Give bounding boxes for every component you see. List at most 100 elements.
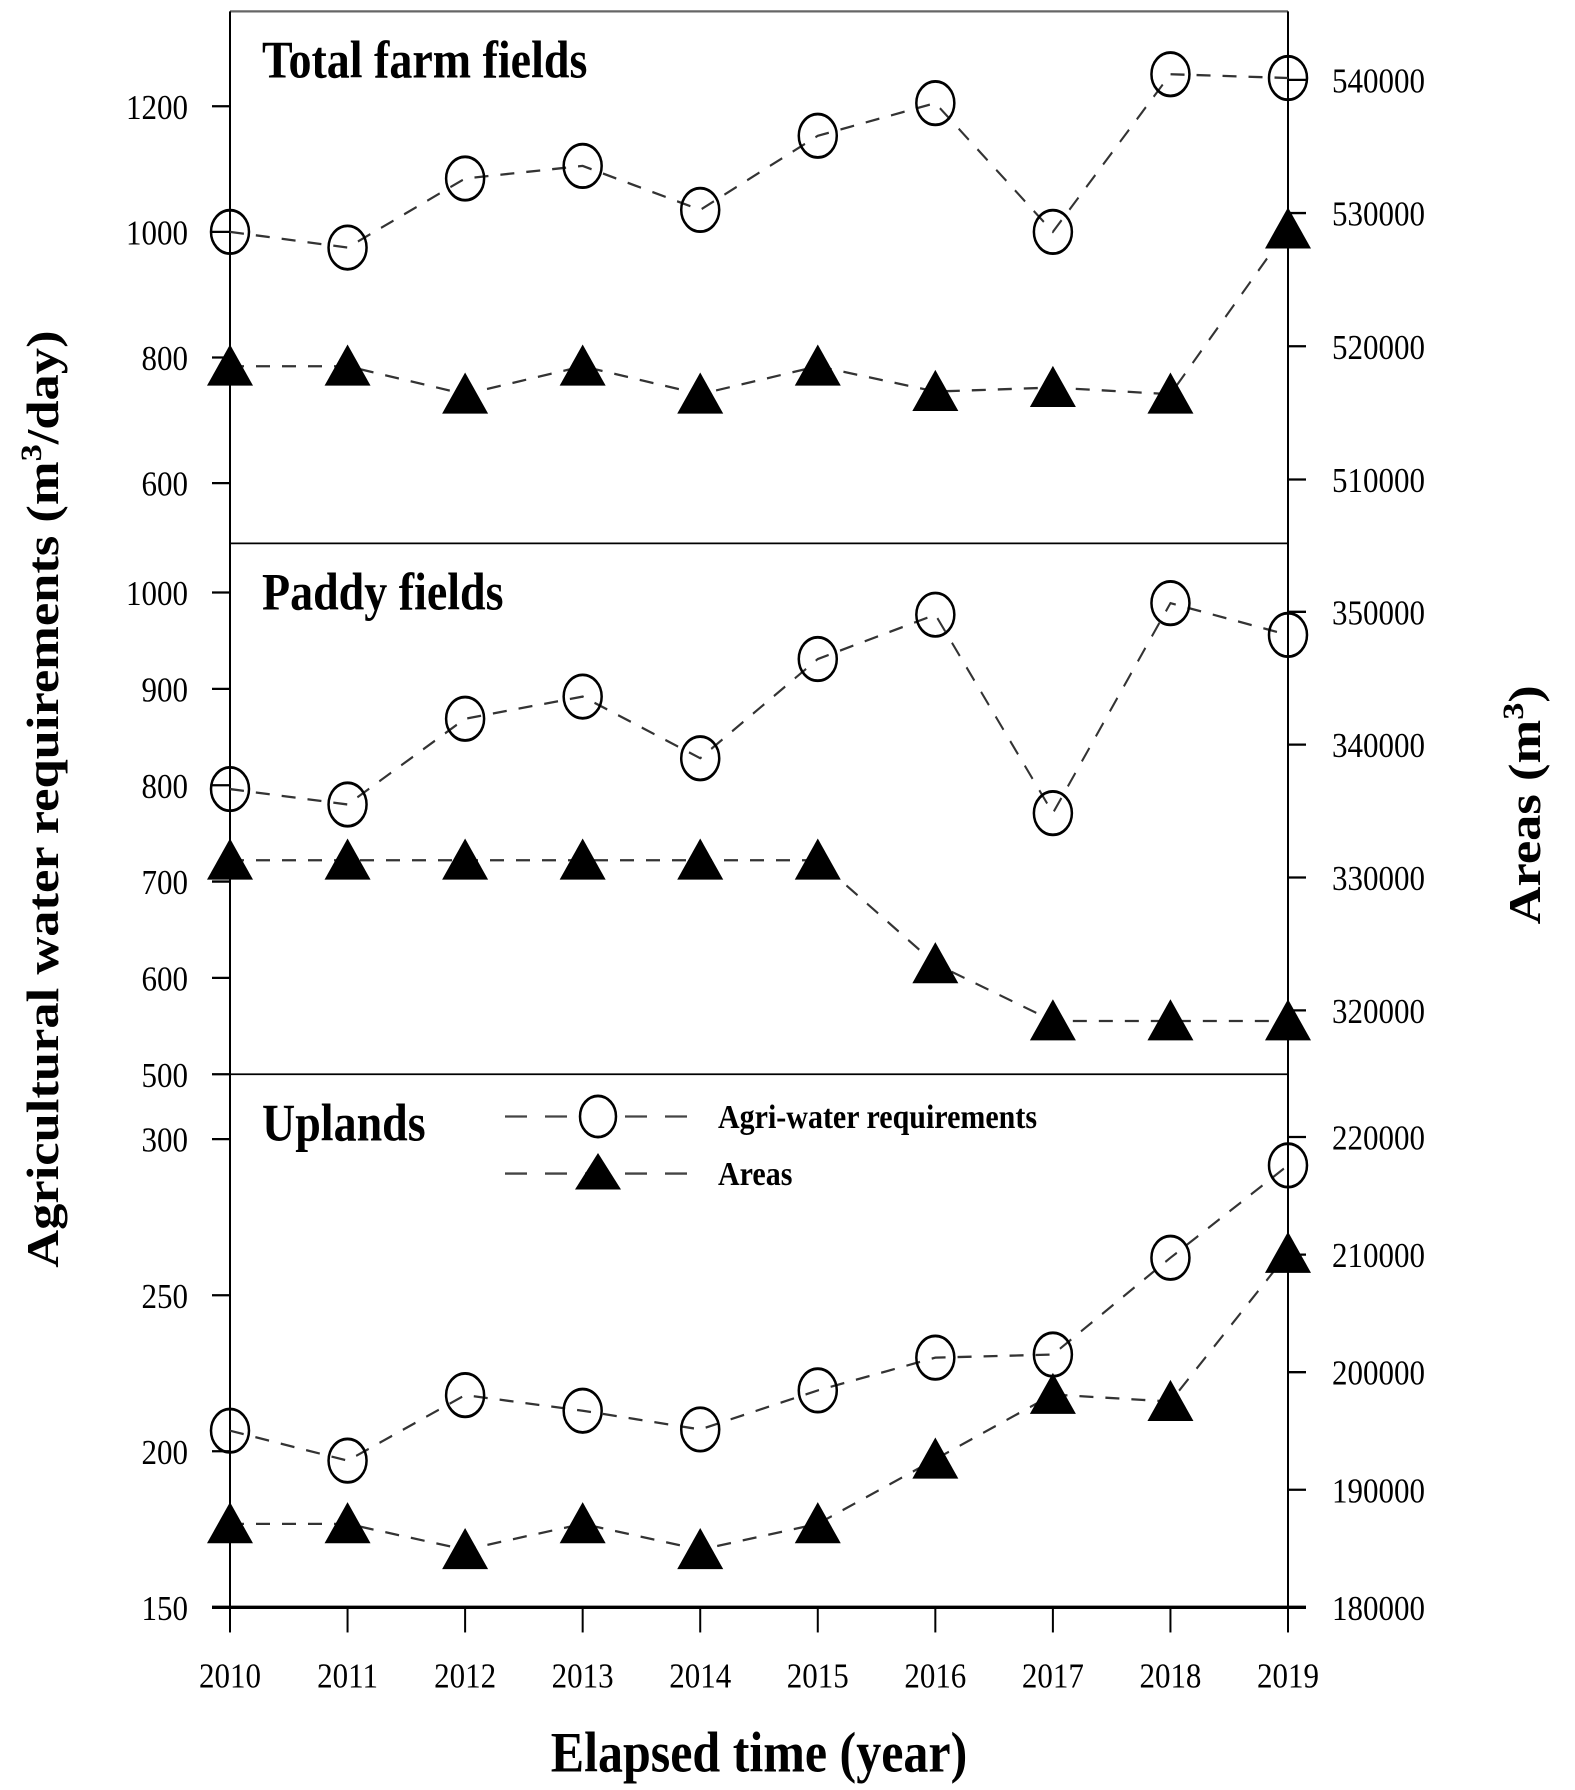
x-tick-label: 2018 [1139, 1656, 1201, 1695]
plot-frame [212, 10, 1306, 1610]
series-line-water [229, 73, 1289, 249]
water-point [209, 1407, 251, 1454]
water-point [209, 765, 251, 813]
water-point [797, 635, 839, 683]
left-tick-label: 1000 [126, 574, 188, 613]
right-tick-label: 540000 [1332, 62, 1425, 101]
right-y-axis-title: Areas (m3) [1496, 685, 1550, 924]
areas-point [207, 344, 253, 386]
areas-point [442, 1528, 489, 1570]
series-line-areas [230, 1252, 1289, 1551]
areas-point [207, 1502, 253, 1544]
water-point [797, 1367, 839, 1414]
water-point [562, 1387, 603, 1434]
right-tick-label: 330000 [1332, 859, 1425, 898]
left-tick-label: 200 [142, 1433, 188, 1472]
left-tick-label: 800 [142, 339, 188, 378]
areas-point [677, 372, 724, 414]
areas-point [677, 838, 724, 880]
areas-point [324, 344, 371, 386]
panel-title: Total farm fields [262, 31, 587, 90]
water-point [679, 735, 721, 782]
x-axis: 2010 2011 2012 2013 2014 2015 2016 2017 2018 2019 [199, 1607, 1319, 1696]
right-tick-label: 210000 [1332, 1236, 1425, 1275]
areas-point [677, 1528, 724, 1570]
panel-paddy-fields: Paddy fields 500 600 700 800 900 1000 320000 330… [126, 563, 1425, 1095]
areas-point [207, 838, 253, 880]
areas-point [1029, 1372, 1076, 1414]
series-line-areas [230, 228, 1289, 396]
areas-point [324, 1502, 371, 1544]
water-point [915, 1334, 956, 1381]
areas-point [324, 838, 371, 880]
x-tick-label: 2015 [787, 1656, 849, 1695]
areas-point [794, 1502, 841, 1544]
x-tick-label: 2011 [317, 1656, 378, 1695]
areas-point [442, 838, 489, 880]
legend-label: Agri-water requirements [718, 1097, 1037, 1135]
right-tick-label: 180000 [1332, 1589, 1425, 1628]
series-line-water [229, 1164, 1289, 1462]
x-tick-label: 2010 [199, 1656, 261, 1695]
left-tick-label: 900 [142, 671, 188, 710]
panel-total-farm-fields: Total farm fields 600 800 1000 1200 510000 520… [126, 31, 1425, 504]
left-tick-label: 500 [142, 1056, 188, 1095]
areas-point [442, 372, 489, 414]
left-tick-label: 1200 [126, 88, 188, 127]
water-point [679, 1406, 721, 1453]
areas-point [912, 1437, 959, 1479]
water-point [1032, 208, 1074, 255]
x-tick-label: 2017 [1022, 1656, 1084, 1695]
left-tick-label: 600 [142, 960, 188, 999]
water-point [1150, 51, 1191, 98]
water-point [797, 112, 839, 159]
legend-triangle-marker [575, 1152, 621, 1190]
left-tick-label: 150 [142, 1589, 188, 1628]
left-y-axis-title: Agricultural water requirements (m3/day) [14, 330, 68, 1267]
right-tick-label: 190000 [1332, 1471, 1425, 1510]
series-line-areas [230, 859, 1288, 1023]
water-point [209, 208, 251, 255]
areas-point [1147, 372, 1194, 414]
left-tick-label: 700 [142, 863, 188, 902]
water-point [1267, 1142, 1309, 1189]
panels: Total farm fields 600 800 1000 1200 510000 520… [126, 31, 1425, 1629]
areas-point [794, 838, 841, 880]
areas-point [1265, 207, 1311, 249]
right-tick-label: 520000 [1332, 328, 1425, 367]
x-tick-label: 2012 [434, 1656, 496, 1695]
right-tick-label: 200000 [1332, 1354, 1425, 1393]
areas-point [794, 344, 841, 386]
water-point [327, 781, 368, 828]
water-point [444, 1371, 486, 1419]
areas-point [559, 838, 606, 880]
panel-uplands: Uplands 150 200 250 300 180000 190000 200000 210… [142, 1094, 1425, 1629]
left-tick-label: 1000 [126, 214, 188, 253]
left-tick-label: 800 [142, 767, 188, 806]
left-tick-label: 600 [142, 465, 188, 504]
water-point [1267, 54, 1309, 102]
water-point [915, 79, 956, 127]
areas-point [559, 344, 606, 386]
water-point [444, 695, 486, 742]
water-point [1032, 790, 1074, 837]
right-tick-label: 530000 [1332, 195, 1425, 234]
water-point [679, 186, 721, 234]
panel-title: Uplands [262, 1094, 426, 1153]
water-point [562, 142, 603, 190]
right-tick-label: 320000 [1332, 992, 1425, 1031]
x-tick-label: 2014 [669, 1656, 731, 1695]
water-point [915, 591, 956, 638]
water-point [1150, 580, 1191, 627]
right-tick-label: 350000 [1332, 594, 1425, 633]
water-point [444, 155, 486, 202]
areas-point [1029, 999, 1076, 1041]
x-tick-label: 2013 [552, 1656, 614, 1695]
legend-label: Areas [718, 1154, 792, 1192]
areas-point [912, 942, 959, 984]
areas-point [1265, 1231, 1311, 1273]
right-tick-label: 340000 [1332, 726, 1425, 765]
areas-point [1029, 365, 1076, 407]
